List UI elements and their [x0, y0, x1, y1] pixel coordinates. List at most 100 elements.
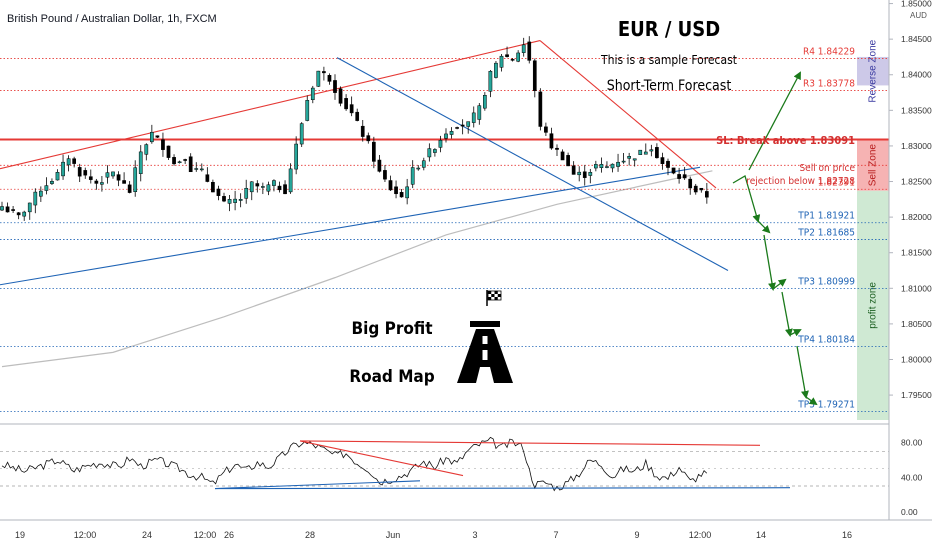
candle-body: [433, 149, 437, 153]
price-tick-label: 1.82000: [901, 212, 932, 222]
sell-zone-label: Sell Zone: [868, 144, 879, 187]
candle: [510, 58, 515, 62]
candle: [116, 171, 121, 187]
candle-body: [577, 171, 582, 176]
candle-body: [194, 168, 199, 170]
moving-average-line: [1, 170, 713, 368]
trendlines: [0, 40, 729, 286]
forecast-arrow: [796, 345, 809, 399]
sell-instruction-line1: Sell on price: [799, 163, 855, 174]
candle-body: [494, 62, 498, 78]
candle-body: [316, 70, 321, 87]
level-label-tp4: TP4 1.80184: [797, 334, 855, 345]
candle-body: [255, 183, 260, 187]
candle-body: [449, 131, 454, 135]
candle-body: [22, 211, 27, 217]
descending-blue-line: [336, 57, 729, 271]
candle-body: [233, 198, 237, 203]
reverse-zone-label: Reverse Zone: [868, 39, 879, 102]
price-tick-label: 1.80000: [901, 354, 932, 364]
candle-body: [682, 174, 687, 179]
candle: [344, 94, 348, 111]
price-tick-label: 1.82500: [901, 177, 932, 187]
road-map-subtitle: Road Map: [349, 367, 434, 387]
candle: [305, 95, 310, 122]
candle-body: [266, 184, 271, 192]
candle: [266, 181, 271, 196]
candle: [127, 181, 132, 194]
candle-body: [632, 158, 637, 161]
candle-body: [621, 160, 626, 163]
level-label-r3: R3 1.83778: [803, 79, 855, 90]
candle-body: [216, 188, 221, 196]
candle-body: [144, 144, 149, 155]
candle: [666, 158, 670, 176]
candle-body: [77, 167, 82, 177]
candle: [483, 92, 487, 111]
candle-body: [305, 100, 310, 121]
candle: [227, 195, 232, 212]
candle: [594, 160, 598, 172]
candle: [105, 165, 110, 184]
candle: [238, 193, 243, 208]
time-tick-label: 14: [756, 530, 766, 540]
time-tick-label: 12:00: [74, 530, 97, 540]
forecast-arrows: [732, 71, 818, 406]
candle-body: [172, 157, 176, 165]
candle: [660, 152, 665, 170]
candle-body: [150, 132, 154, 143]
candle-body: [466, 121, 471, 127]
candle: [383, 165, 387, 183]
candle-body: [261, 186, 265, 188]
candle-body: [111, 171, 115, 177]
candle-body: [33, 191, 38, 206]
time-axis: 19 12:00 24 12:00 26 28 Jun 3 7 9 12:00 14 16: [0, 519, 932, 540]
candle-body: [366, 135, 371, 142]
time-tick-label: 26: [224, 530, 234, 540]
upper-channel-line: [0, 40, 541, 170]
candle: [66, 155, 71, 172]
candle: [61, 154, 65, 180]
candle: [216, 185, 221, 201]
time-tick-label: 16: [842, 530, 852, 540]
candle-body: [288, 168, 293, 193]
candle: [349, 96, 354, 117]
profit-zone-label: profit zone: [868, 282, 879, 329]
candle-body: [199, 168, 204, 171]
candle-body: [499, 55, 504, 68]
candle-body: [660, 157, 665, 165]
price-tick-label: 1.83000: [901, 141, 932, 151]
candle: [222, 192, 226, 203]
candle-body: [94, 180, 99, 184]
candle-body: [183, 159, 188, 161]
candle: [693, 183, 698, 195]
candle: [144, 143, 149, 161]
candle: [272, 179, 276, 192]
candle-body: [638, 149, 643, 155]
candle-body: [0, 206, 4, 211]
candle: [327, 73, 332, 85]
candle-body: [444, 133, 448, 139]
candle: [11, 205, 15, 214]
candle: [316, 70, 321, 87]
candle: [333, 74, 337, 100]
candle: [44, 177, 49, 195]
candle-body: [582, 171, 587, 178]
candle-body: [616, 161, 620, 167]
candle: [372, 136, 376, 169]
candle: [5, 202, 10, 213]
candle-body: [627, 156, 631, 159]
candle: [399, 189, 404, 198]
candle: [249, 181, 254, 201]
candle-body: [349, 104, 354, 114]
candle-body: [161, 139, 165, 150]
candle-body: [72, 158, 77, 164]
candle-body: [177, 161, 182, 164]
candle: [16, 212, 21, 220]
candle-body: [127, 184, 132, 193]
candle-body: [649, 149, 654, 152]
candle: [571, 161, 576, 175]
candle-body: [372, 141, 376, 162]
candle: [566, 152, 570, 167]
